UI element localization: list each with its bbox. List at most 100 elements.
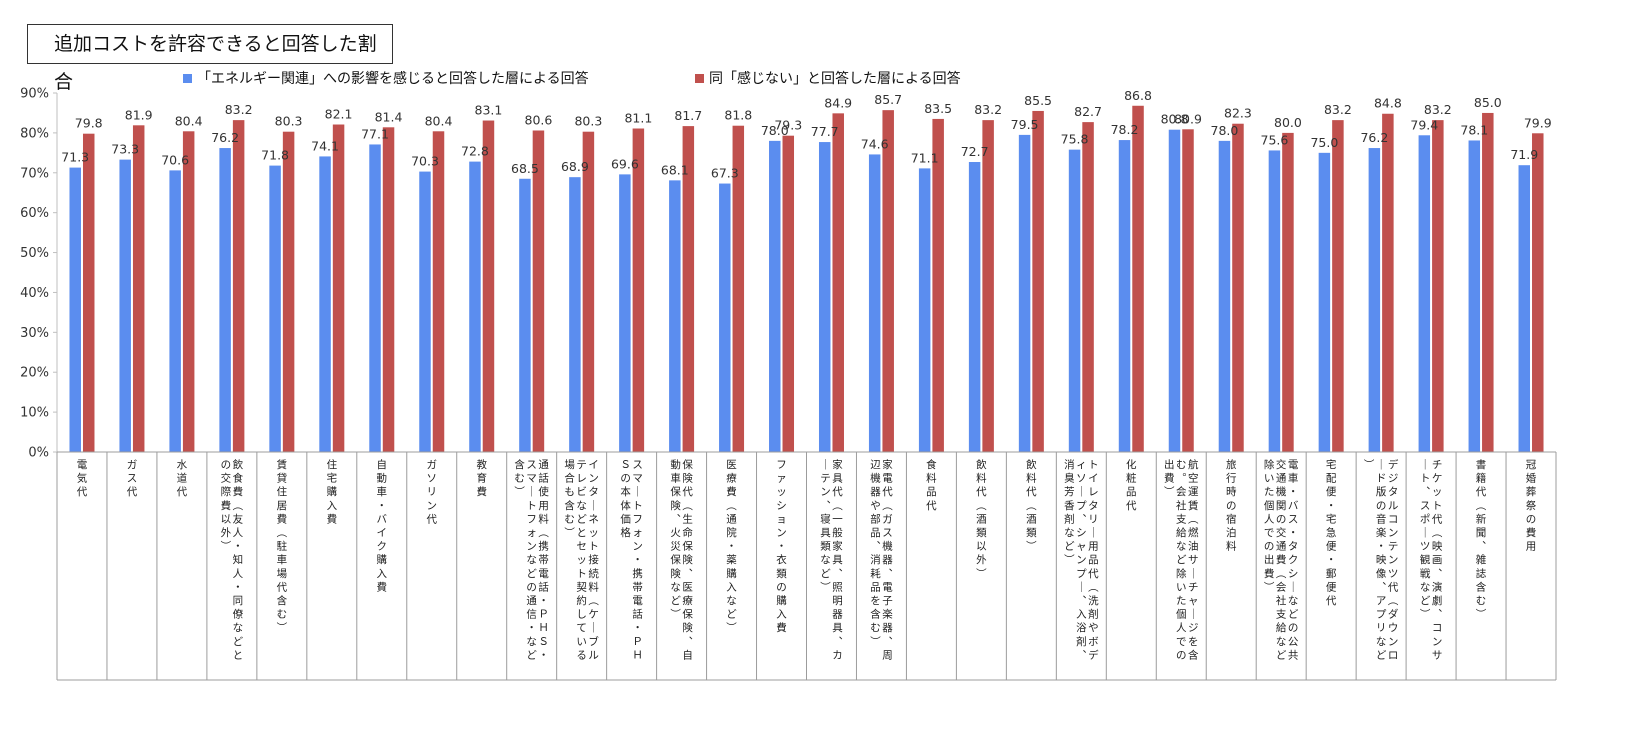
- svg-text:代: 代: [926, 500, 937, 512]
- svg-text:テ: テ: [1388, 541, 1399, 553]
- data-label-series-1: 68.1: [661, 162, 689, 177]
- svg-text:し: し: [576, 609, 587, 621]
- svg-text:給: 給: [1176, 526, 1187, 539]
- svg-text:住: 住: [277, 485, 288, 498]
- svg-text:飲: 飲: [1026, 458, 1037, 471]
- svg-text:代: 代: [1476, 486, 1487, 498]
- svg-text:な: な: [576, 500, 587, 512]
- svg-text:航: 航: [1188, 458, 1199, 471]
- svg-text:旅: 旅: [1226, 458, 1237, 471]
- svg-text:ウ: ウ: [1388, 622, 1399, 634]
- svg-text:類: 類: [820, 541, 831, 553]
- svg-text:人: 人: [1264, 513, 1275, 525]
- svg-text:費: 費: [327, 512, 338, 525]
- svg-text:婚: 婚: [1526, 472, 1537, 485]
- bar-series-2: [132, 125, 145, 452]
- svg-text:｜: ｜: [1076, 485, 1087, 498]
- svg-text:書: 書: [1476, 458, 1487, 471]
- svg-text:入: 入: [1076, 609, 1087, 621]
- category-label: ガス代: [127, 459, 138, 498]
- svg-text:籍: 籍: [1476, 472, 1487, 485]
- svg-text:デ: デ: [1388, 458, 1399, 471]
- data-label-series-1: 75.0: [1310, 135, 1338, 150]
- svg-text:映: 映: [1376, 554, 1387, 566]
- svg-text:代: 代: [127, 486, 138, 498]
- svg-text:話: 話: [538, 472, 549, 485]
- bar-series-2: [332, 124, 345, 453]
- svg-text:タ: タ: [1288, 541, 1299, 553]
- bar-series-1: [769, 140, 781, 452]
- svg-text:マ: マ: [632, 473, 643, 485]
- bar-series-2: [1482, 112, 1494, 452]
- svg-text:︑: ︑: [820, 500, 831, 512]
- svg-text:通: 通: [1276, 473, 1287, 485]
- y-tick-label: 60%: [20, 206, 49, 221]
- category-label: 電気代: [77, 459, 88, 498]
- data-label-series-2: 83.2: [1324, 102, 1352, 117]
- svg-text:リ: リ: [1376, 622, 1387, 634]
- svg-text:ャ: ャ: [1188, 595, 1199, 607]
- svg-text:｜: ｜: [1288, 580, 1299, 593]
- bar-series-1: [1368, 148, 1381, 452]
- svg-text:用: 用: [538, 500, 549, 512]
- svg-text:Ｈ: Ｈ: [632, 649, 643, 661]
- svg-text:︶: ︶: [1476, 609, 1487, 621]
- svg-text:︵: ︵: [588, 595, 599, 607]
- svg-text:と: と: [233, 649, 244, 661]
- chart-title: 追加コストを許容できると回答した割合: [27, 24, 393, 93]
- svg-text:命: 命: [682, 526, 693, 539]
- svg-text:と: と: [576, 527, 587, 539]
- svg-text:険: 険: [682, 622, 693, 634]
- data-label-series-2: 79.8: [75, 116, 103, 131]
- svg-text:会: 会: [1176, 485, 1187, 498]
- svg-text:た: た: [1176, 595, 1187, 607]
- bar-series-2: [1432, 120, 1444, 452]
- svg-text:化: 化: [1126, 458, 1137, 471]
- category-label: 教育費: [476, 458, 487, 498]
- svg-text:Ｐ: Ｐ: [538, 609, 549, 621]
- svg-text:︵: ︵: [832, 500, 843, 512]
- svg-text:自: 自: [377, 458, 388, 471]
- category-label: 水道代: [177, 459, 188, 498]
- svg-text:︶: ︶: [726, 622, 737, 634]
- svg-text:急: 急: [1326, 526, 1337, 539]
- svg-text:機: 機: [882, 540, 893, 553]
- svg-text:ポ: ポ: [1420, 513, 1431, 525]
- svg-text:︵: ︵: [726, 500, 737, 512]
- svg-text:飲: 飲: [976, 458, 987, 471]
- svg-text:タ: タ: [588, 486, 599, 498]
- svg-text:︑: ︑: [1432, 609, 1443, 621]
- svg-text:社: 社: [1276, 594, 1287, 607]
- svg-text:代: 代: [427, 513, 438, 525]
- svg-text:会: 会: [1276, 580, 1287, 593]
- svg-text:車: 車: [277, 553, 288, 566]
- svg-text:な: な: [1276, 636, 1287, 648]
- svg-text:︶: ︶: [1164, 486, 1175, 498]
- y-tick-label: 20%: [20, 366, 49, 381]
- svg-text:料: 料: [588, 580, 599, 593]
- legend-swatch-series-2: [695, 74, 704, 83]
- y-tick-label: 30%: [20, 326, 49, 341]
- svg-text:ど: ど: [576, 513, 587, 525]
- svg-text:代: 代: [1432, 513, 1443, 525]
- svg-text:宅: 宅: [1326, 458, 1337, 471]
- svg-text:火: 火: [670, 527, 681, 539]
- svg-text:電: 電: [77, 459, 88, 471]
- svg-text:︑: ︑: [682, 568, 693, 580]
- svg-text:臭: 臭: [1064, 472, 1075, 485]
- svg-text:・: ・: [776, 541, 787, 553]
- data-label-series-1: 70.6: [161, 152, 189, 167]
- bar-series-2: [182, 131, 195, 452]
- svg-text:フ: フ: [632, 513, 643, 525]
- data-label-series-2: 80.9: [1174, 111, 1202, 126]
- svg-text:以: 以: [221, 513, 232, 525]
- legend-swatch-series-1: [183, 74, 192, 83]
- svg-text:︵: ︵: [976, 500, 987, 512]
- svg-text:購: 購: [377, 553, 388, 566]
- data-label-series-1: 72.7: [961, 144, 989, 159]
- svg-text:タ: タ: [1088, 500, 1099, 512]
